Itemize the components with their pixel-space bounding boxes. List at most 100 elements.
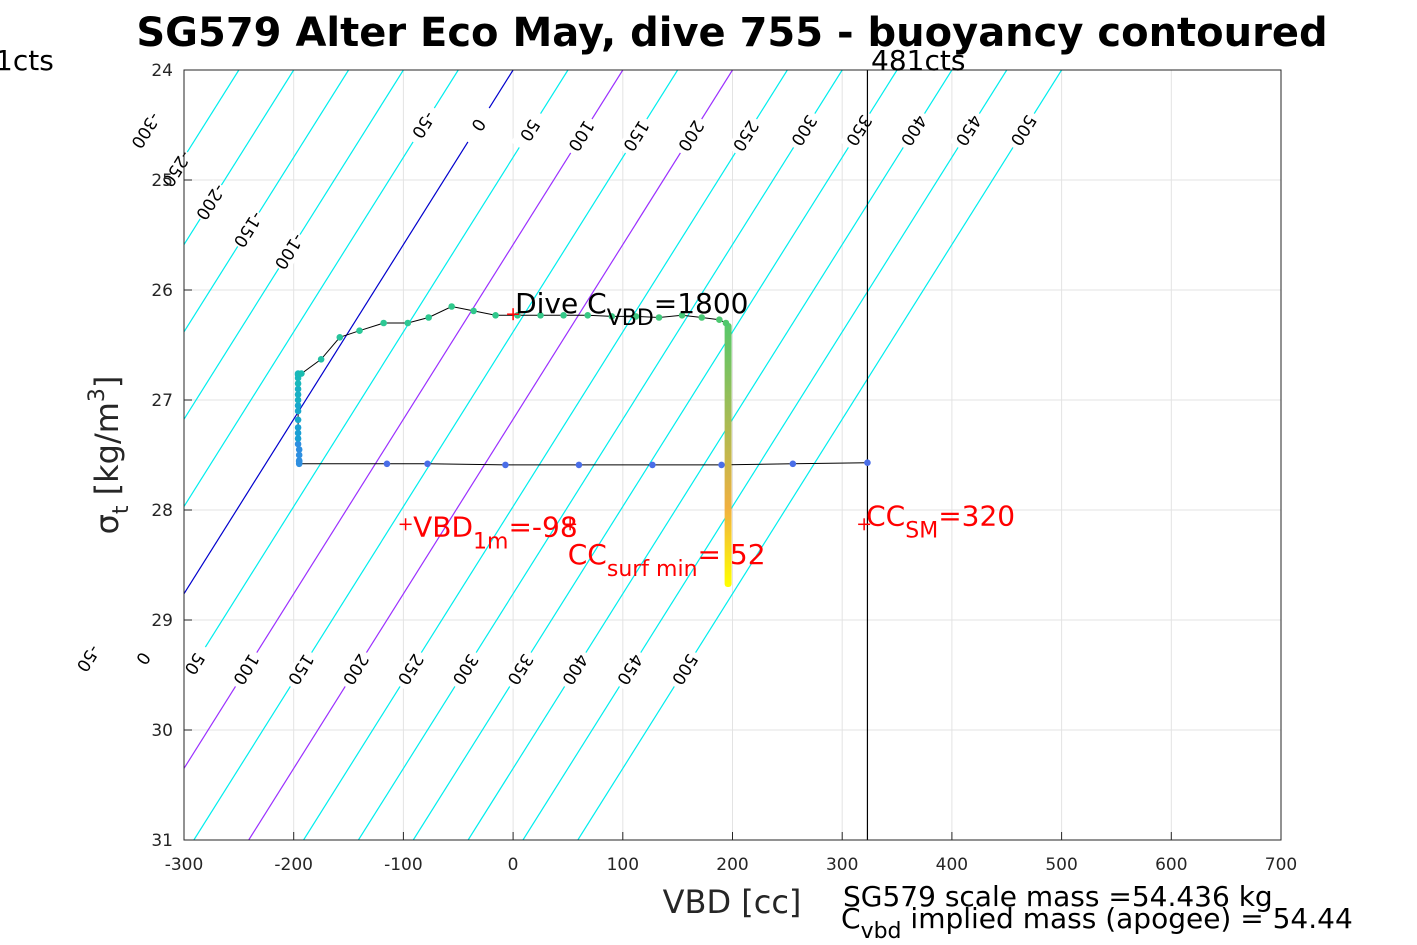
footer-c: C [841, 902, 861, 935]
annotation-vbd-1m-sub: 1m [473, 530, 508, 555]
annotation-dive-cvbd-sub: VBD [607, 306, 654, 331]
top-left-cts-label: 1cts [0, 44, 54, 77]
point-dive-10 [295, 457, 303, 464]
point-apogee-5 [294, 402, 302, 409]
annotation-cc-surf-min-rest: = 52 [698, 538, 766, 571]
point-climb-0 [298, 370, 305, 377]
annotation-cc-surf-min-sub: surf min [607, 557, 698, 582]
footer-scale-mass: SG579 scale mass =54.436 kg [843, 880, 1273, 913]
annotation-dive-cvbd: Dive CVBD=1800 [515, 287, 748, 331]
contour-label-upper-bg-9 [617, 113, 656, 159]
point-dive-7 [383, 460, 391, 468]
contour-label-lower-bg-4 [281, 647, 321, 692]
x-axis-label: VBD [cc] [663, 883, 802, 921]
contour-line-12 [184, 70, 624, 770]
contour-label-lower-bg-1 [124, 636, 163, 681]
contour-label-upper-bg-14 [894, 108, 933, 153]
point-dive-2 [718, 461, 725, 469]
point-climb-14 [608, 313, 616, 320]
contour-label-upper-bg-2 [191, 179, 230, 225]
point-climb-6 [425, 314, 432, 321]
y-tick-label-0: 24 [151, 61, 173, 81]
contour-line-13 [193, 70, 679, 840]
contour-line-8 [184, 70, 404, 421]
annotation-cc-sm: CCSM=320 [866, 500, 1015, 544]
y-tick-label-7: 31 [151, 831, 173, 851]
contour-label-lower-bg-2 [175, 641, 214, 687]
point-apogee-1 [294, 429, 302, 437]
vertical-track [724, 323, 732, 587]
contour-label-lower-bg-3 [227, 647, 266, 692]
x-tick-label-1: -200 [274, 855, 313, 875]
y-axis-ticks: 24 25 26 27 28 29 30 31 [151, 61, 192, 851]
point-dive-12 [295, 446, 303, 453]
contour-label-lower-bg-9 [556, 647, 595, 692]
contour-line-17 [412, 70, 898, 840]
contour-line-18 [467, 70, 953, 840]
contour-line-11 [184, 70, 569, 683]
contour-label-upper-bg-7 [510, 108, 550, 153]
y-axis-label-close: ] [88, 376, 126, 388]
point-apogee-4 [294, 407, 302, 415]
point-dive-3 [649, 461, 656, 469]
point-climb-12 [560, 312, 567, 319]
contour-label-upper-bg-4 [270, 229, 309, 274]
contour-label-upper-bg-11 [726, 113, 765, 159]
buoyancy-contours [0, 70, 1063, 840]
contour-label-lower-bg-10 [610, 647, 650, 692]
x-tick-label-3: 0 [508, 855, 519, 875]
x-tick-label-2: -100 [384, 855, 423, 875]
point-climb-4 [380, 319, 387, 327]
point-apogee-9 [294, 380, 302, 387]
contour-label-upper-bg-0 [126, 108, 166, 153]
contour-label-lower-bg-11 [665, 647, 705, 692]
point-climb-9 [492, 312, 499, 319]
contour-label-upper-bg-6 [459, 102, 498, 148]
contour-line-1 [0, 70, 19, 840]
annotation-vbd-1m: VBD1m=-98 [413, 511, 578, 555]
y-axis-label-sigma: σ [88, 514, 126, 534]
point-climb-5 [404, 319, 412, 327]
contour-label-upper-bg-12 [785, 108, 824, 153]
point-apogee-2 [294, 424, 302, 431]
footer-implied-rest: implied mass (apogee) = 54.44 [902, 902, 1353, 935]
x-tick-label-7: 400 [936, 855, 968, 875]
point-climb-11 [537, 312, 544, 319]
contour-line-14 [248, 70, 734, 840]
y-tick-label-3: 27 [151, 391, 173, 411]
contour-line-15 [303, 70, 788, 840]
x-tick-label-10: 700 [1265, 855, 1297, 875]
contour-label-lower-bg-5 [336, 647, 375, 692]
point-dive-6 [424, 460, 431, 468]
contour-label-upper-bg-3 [229, 207, 268, 252]
contour-label-lower-bg-6 [391, 647, 430, 692]
point-climb-16 [655, 314, 663, 321]
contour-label-lower-bg-7 [446, 647, 485, 692]
point-dive-4 [575, 461, 583, 469]
contour-label-lower-bg-8 [501, 647, 540, 692]
point-dive-0 [864, 459, 871, 467]
point-climb-2 [336, 334, 344, 341]
annotation-cc-sm-main: CC [866, 500, 905, 533]
x-tick-label-6: 300 [826, 855, 858, 875]
contour-line-10 [184, 70, 514, 595]
point-climb-20 [722, 319, 730, 327]
point-climb-17 [678, 312, 686, 319]
contour-label-upper-bg-10 [671, 113, 711, 159]
point-climb-8 [470, 307, 477, 315]
point-dive-11 [295, 451, 303, 459]
annotation-dive-cvbd-rest: =1800 [654, 287, 749, 320]
dive-track [294, 303, 871, 587]
contour-label-upper-bg-1 [157, 146, 196, 192]
annotation-cc-sm-rest: =320 [938, 500, 1015, 533]
contour-line-9 [184, 70, 459, 508]
point-apogee-6 [294, 396, 302, 404]
y-axis-label-units: [kg/m [88, 402, 126, 505]
y-axis-label-sub: t [109, 505, 134, 514]
x-tick-label-8: 500 [1045, 855, 1077, 875]
y-tick-label-4: 28 [151, 501, 173, 521]
footer-implied-mass: Cvbd implied mass (apogee) = 54.44 [841, 902, 1353, 944]
point-climb-1 [317, 356, 325, 363]
contour-line-2 [0, 70, 74, 840]
